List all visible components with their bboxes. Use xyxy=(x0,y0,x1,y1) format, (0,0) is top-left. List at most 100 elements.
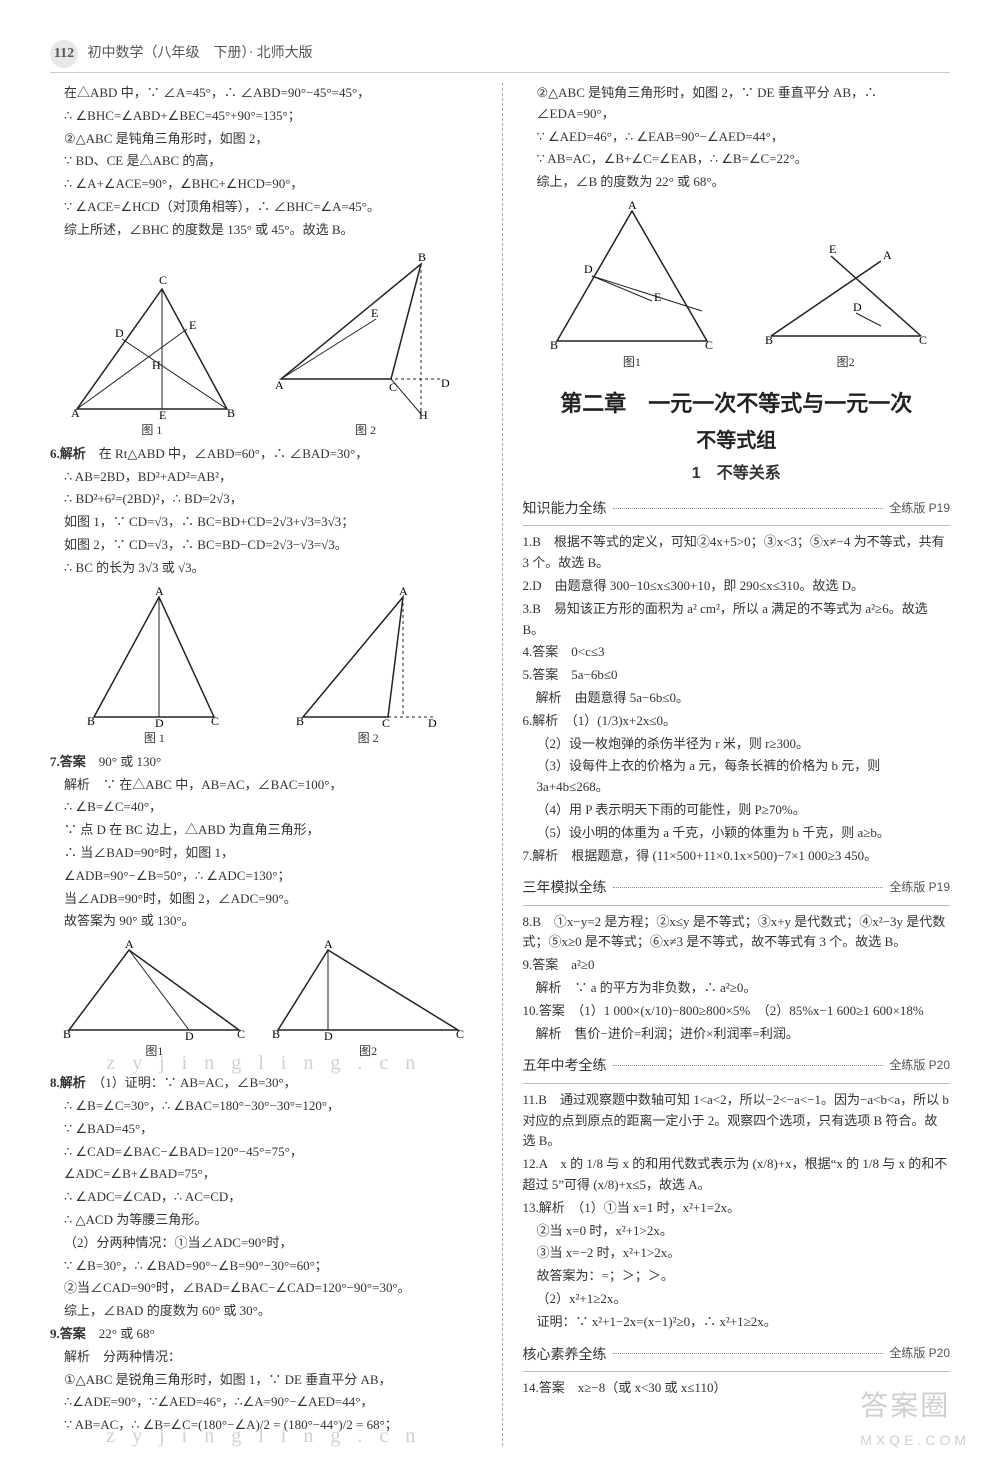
text-line: 如图 1，∵ CD=√3，∴ BC=BD+CD=2√3+√3=3√3； xyxy=(50,512,478,533)
text-line: ③当 x=−2 时，x²+1>2x。 xyxy=(523,1243,951,1264)
svg-text:B: B xyxy=(296,714,304,727)
text-line: 解析 分两种情况： xyxy=(50,1347,478,1368)
figure-4: A B C D 图 2 xyxy=(288,587,448,748)
sub-header: 三年模拟全练 全练版 P19 xyxy=(523,876,951,898)
svg-text:B: B xyxy=(227,406,235,419)
text-line: ∵ ∠AED=46°，∴ ∠EAB=90°−∠AED=44°， xyxy=(523,127,951,148)
svg-text:C: C xyxy=(919,333,927,347)
text-line: ∴ BC 的长为 3√3 或 √3。 xyxy=(50,558,478,579)
question-title: 7.答案 90° 或 130° xyxy=(50,752,478,773)
svg-text:B: B xyxy=(550,338,558,351)
text-line: 在△ABD 中，∵ ∠A=45°，∴ ∠ABD=90°−45°=45°， xyxy=(50,83,478,104)
text-line: ∵ BD、CE 是△ABC 的高， xyxy=(50,151,478,172)
text-line: ②△ABC 是钝角三角形时，如图 2， xyxy=(50,129,478,150)
figure-1: A B C D E H E 图 1 xyxy=(67,269,237,440)
svg-text:C: C xyxy=(237,1027,245,1040)
figure-a: A B C D E 图1 xyxy=(542,201,722,372)
divider-line xyxy=(523,525,951,526)
text-line: ∴ ∠CAD=∠BAC−∠BAD=120°−45°=75°， xyxy=(50,1142,478,1163)
sub-header-label: 知识能力全练 xyxy=(523,497,607,519)
chapter-title: 第二章 一元一次不等式与一元一次 xyxy=(523,386,951,421)
text-line: ∴ ∠B=∠C=30°，∴ ∠BAC=180°−30°−30°=120°， xyxy=(50,1096,478,1117)
text-line: 8.B ①x−y=2 是方程；②x≤y 是不等式；③x+y 是代数式；④x²−3… xyxy=(523,912,951,954)
svg-text:H: H xyxy=(152,358,161,372)
figure-row: A B C D E 图1 E A B C D xyxy=(523,201,951,372)
text-line: 12.A x 的 1/8 与 x 的和用代数式表示为 (x/8)+x，根据“x … xyxy=(523,1154,951,1196)
text-line: ∵ AB=AC，∴ ∠B=∠C=(180°−∠A)/2 = (180°−44°)… xyxy=(50,1415,478,1436)
page-header: 112 初中数学（八年级 下册）· 北师大版 xyxy=(50,40,950,73)
text-line: 7.解析 根据题意，得 (11×500+11×0.1x×500)−7×1 000… xyxy=(523,846,951,867)
text-line: （4）用 P 表示明天下雨的可能性，则 P≥70%。 xyxy=(523,800,951,821)
text-line: 综上，∠B 的度数为 22° 或 68°。 xyxy=(523,172,951,193)
text-line: 解析 售价−进价=利润；进价×利润率=利润。 xyxy=(523,1024,951,1045)
text-line: 14.答案 x≥−8（或 x<30 或 x≤110） xyxy=(523,1378,951,1399)
figure-row: A B C D E H E 图 1 A B xyxy=(50,249,478,440)
divider-line xyxy=(523,905,951,906)
figure-caption: 图 2 xyxy=(288,729,448,748)
right-column: ②△ABC 是钝角三角形时，如图 2，∵ DE 垂直平分 AB，∴ ∠EDA=9… xyxy=(502,83,951,1446)
text-line: 如图 2，∵ CD=√3，∴ BC=BD−CD=2√3−√3=√3。 xyxy=(50,535,478,556)
text-line: 证明：∵ x²+1−2x=(x−1)²≥0，∴ x²+1≥2x。 xyxy=(523,1312,951,1333)
left-column: 在△ABD 中，∵ ∠A=45°，∴ ∠ABD=90°−45°=45°， ∴ ∠… xyxy=(50,83,478,1446)
text-line: ∴ AB=2BD，BD²+AD²=AB²， xyxy=(50,467,478,488)
svg-text:D: D xyxy=(185,1029,194,1040)
text-line: ∵ ∠B=30°，∴ ∠BAD=90°−∠B=90°−30°=60°； xyxy=(50,1256,478,1277)
svg-text:D: D xyxy=(428,716,437,727)
svg-text:E: E xyxy=(159,408,166,419)
text-line: 当∠ADB=90°时，如图 2，∠ADC=90°。 xyxy=(50,889,478,910)
section-title: 1 不等关系 xyxy=(523,461,951,487)
text-line: 10.答案 （1）1 000×(x/10)−800≥800×5% （2）85%x… xyxy=(523,1001,951,1022)
text-line: 综上所述，∠BHC 的度数是 135° 或 45°。故选 B。 xyxy=(50,220,478,241)
text-line: 3.B 易知该正方形的面积为 a² cm²，所以 a 满足的不等式为 a²≥6。… xyxy=(523,599,951,641)
text-line: ∴ BD²+6²=(2BD)²，∴ BD=2√3， xyxy=(50,489,478,510)
svg-text:A: A xyxy=(155,587,164,598)
text-line: 5.答案 5a−6b≤0 xyxy=(523,665,951,686)
text-line: ∴ 当∠BAD=90°时，如图 1， xyxy=(50,843,478,864)
svg-text:H: H xyxy=(419,408,428,419)
text-line: （2）x²+1≥2x。 xyxy=(523,1289,951,1310)
text-line: 故答案为 90° 或 130°。 xyxy=(50,911,478,932)
svg-text:C: C xyxy=(389,380,397,394)
text-line: ①△ABC 是锐角三角形时，如图 1，∵ DE 垂直平分 AB， xyxy=(50,1370,478,1391)
text-line: 4.答案 0<c≤3 xyxy=(523,642,951,663)
svg-text:B: B xyxy=(87,714,95,727)
figure-caption: 图2 xyxy=(268,1042,468,1061)
svg-text:A: A xyxy=(324,940,333,951)
sub-header-label: 五年中考全练 xyxy=(523,1054,607,1076)
text-line: （5）设小明的体重为 a 千克，小颖的体重为 b 千克，则 a≥b。 xyxy=(523,823,951,844)
text-line: 综上，∠BAD 的度数为 60° 或 30°。 xyxy=(50,1301,478,1322)
question-title: 8.解析 （1）证明：∵ AB=AC，∠B=30°， xyxy=(50,1073,478,1094)
figure-caption: 图 1 xyxy=(67,421,237,440)
text-line: ∵ AB=AC，∠B+∠C=∠EAB，∴ ∠B=∠C=22°。 xyxy=(523,149,951,170)
text-line: ∠ADB=90°−∠B=50°，∴ ∠ADC=130°； xyxy=(50,866,478,887)
svg-text:E: E xyxy=(829,242,836,256)
text-line: 解析 ∵ 在△ABC 中，AB=AC，∠BAC=100°， xyxy=(50,775,478,796)
text-line: 2.D 由题意得 300−10≤x≤300+10，即 290≤x≤310。故选 … xyxy=(523,576,951,597)
svg-text:C: C xyxy=(211,714,219,727)
svg-text:D: D xyxy=(324,1029,333,1040)
svg-text:C: C xyxy=(705,338,713,351)
text-line: ∠ADC=∠B+∠BAD=75°， xyxy=(50,1164,478,1185)
text-line: ∴∠ADE=90°，∵∠AED=46°，∴∠A=90°−∠AED=44°， xyxy=(50,1392,478,1413)
text-line: ∴ ∠BHC=∠ABD+∠BEC=45°+90°=135°； xyxy=(50,106,478,127)
sub-header: 知识能力全练 全练版 P19 xyxy=(523,497,951,519)
dots-icon xyxy=(613,508,884,509)
svg-text:A: A xyxy=(71,406,80,419)
text-line: 1.B 根据不等式的定义，可知②4x+5>0；③x<3；⑤x≠−4 为不等式，共… xyxy=(523,532,951,574)
text-line: （2）分两种情况：①当∠ADC=90°时， xyxy=(50,1233,478,1254)
svg-text:D: D xyxy=(584,262,593,276)
figure-caption: 图1 xyxy=(542,353,722,372)
page-ref: 全练版 P20 xyxy=(889,1344,950,1363)
svg-text:E: E xyxy=(654,290,661,304)
figure-caption: 图1 xyxy=(59,1042,249,1061)
svg-text:D: D xyxy=(115,326,124,340)
divider-line xyxy=(523,1371,951,1372)
svg-text:A: A xyxy=(628,201,637,212)
figure-caption: 图 1 xyxy=(79,729,229,748)
dots-icon xyxy=(613,887,884,888)
svg-text:D: D xyxy=(441,376,450,390)
text-line: ∵ ∠BAD=45°， xyxy=(50,1119,478,1140)
page-ref: 全练版 P19 xyxy=(889,499,950,518)
chapter-subtitle: 不等式组 xyxy=(523,425,951,457)
question-title: 9.答案 22° 或 68° xyxy=(50,1324,478,1345)
